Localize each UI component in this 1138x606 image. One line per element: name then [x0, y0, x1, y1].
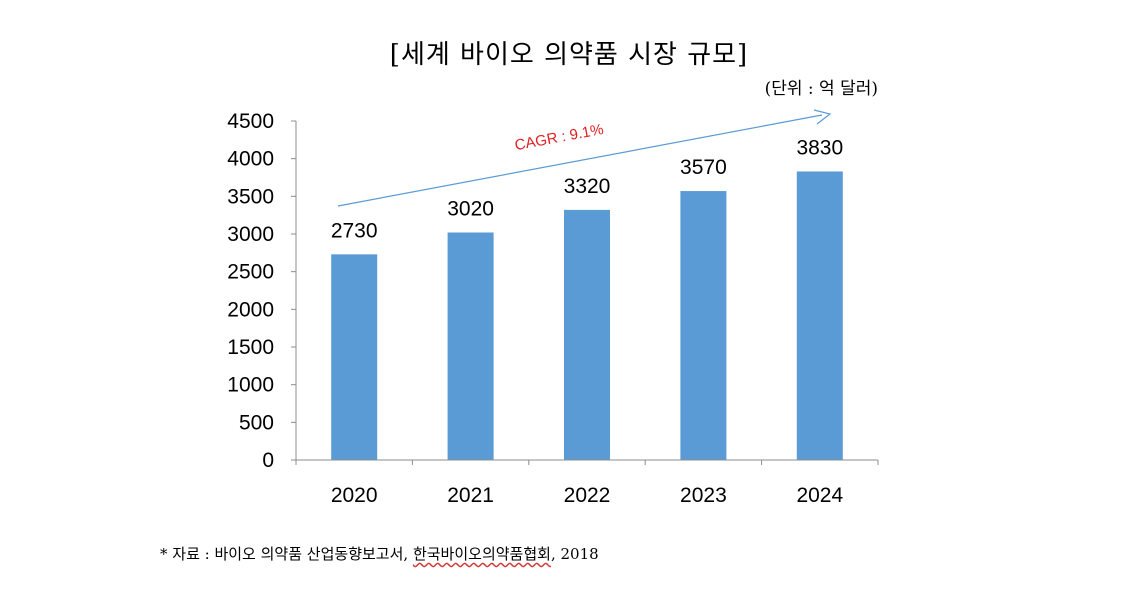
bar: [680, 191, 727, 460]
source-prefix: * 자료 : 바이오 의약품 산업동향보고서,: [160, 545, 413, 563]
y-tick-label: 500: [239, 411, 274, 434]
source-suffix: , 2018: [550, 545, 599, 563]
data-label: 3020: [447, 197, 494, 220]
chart-title: [세계 바이오 의약품 시장 규모]: [389, 40, 749, 70]
y-tick-label: 4500: [227, 110, 274, 133]
data-label: 3320: [564, 175, 611, 198]
unit-note: (단위 : 억 달러): [764, 79, 878, 99]
data-label: 3830: [796, 136, 843, 159]
x-tick-label: 2022: [564, 484, 611, 507]
bar: [447, 232, 494, 460]
source-note: * 자료 : 바이오 의약품 산업동향보고서, 한국바이오의약품협회, 2018: [160, 543, 599, 564]
data-label: 3570: [680, 156, 727, 179]
x-tick-label: 2021: [447, 484, 494, 507]
y-tick-label: 3000: [227, 223, 274, 246]
source-organization: 한국바이오의약품협회: [412, 545, 551, 563]
y-tick-label: 1000: [227, 374, 274, 397]
bar: [796, 171, 843, 460]
x-tick-label: 2024: [796, 484, 843, 507]
bar: [331, 254, 378, 460]
y-tick-label: 4000: [227, 148, 274, 171]
cagr-arrow-line: [337, 114, 823, 207]
y-tick-label: 1500: [227, 336, 274, 359]
y-tick-label: 3500: [227, 185, 274, 208]
x-tick-label: 2020: [331, 484, 378, 507]
y-tick-label: 2500: [227, 261, 274, 284]
data-label: 2730: [331, 219, 378, 242]
y-tick-label: 2000: [227, 298, 274, 321]
cagr-annotation: CAGR : 9.1%: [513, 121, 605, 154]
x-tick-label: 2023: [680, 484, 727, 507]
y-tick-label: 0: [262, 449, 274, 472]
bar: [564, 209, 610, 460]
cagr-arrow-head: [813, 109, 832, 125]
